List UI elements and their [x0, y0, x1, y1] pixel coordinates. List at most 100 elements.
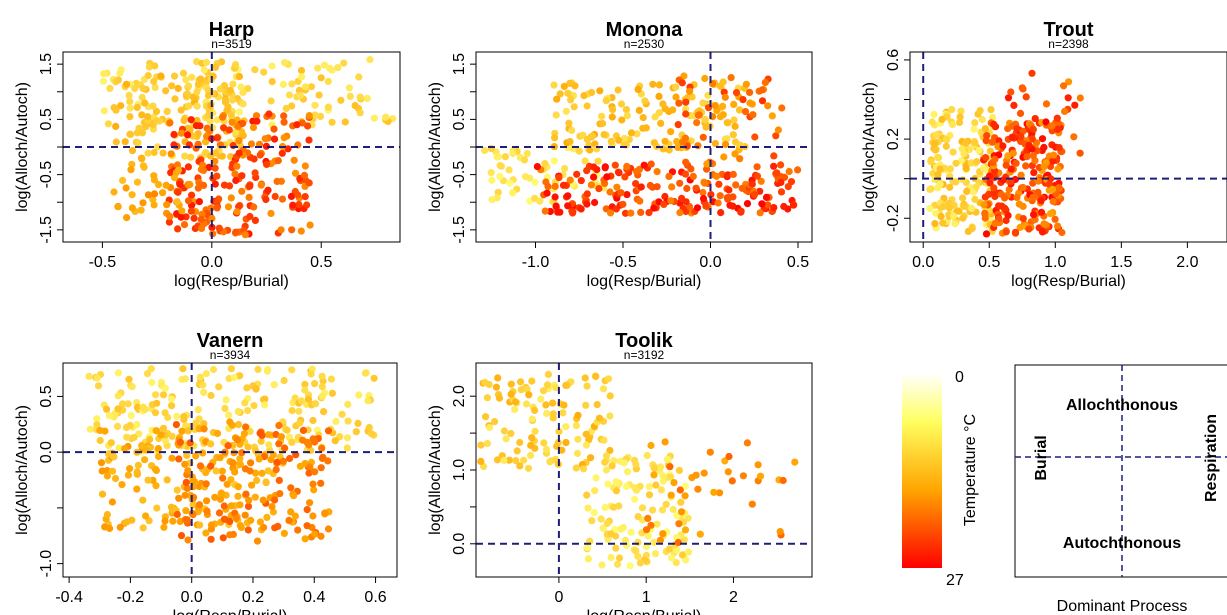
x-tick-label: -0.5: [609, 254, 637, 271]
data-point: [324, 427, 333, 435]
data-point: [180, 413, 188, 421]
data-point: [939, 219, 947, 227]
data-point: [113, 422, 122, 430]
y-tick-label: 0.2: [885, 128, 902, 150]
data-point: [320, 61, 329, 69]
data-point: [151, 409, 160, 417]
data-point: [168, 402, 176, 410]
data-point: [500, 427, 508, 435]
data-point: [937, 212, 945, 221]
data-point: [236, 372, 244, 380]
data-point: [1050, 151, 1058, 159]
data-point: [273, 177, 281, 185]
data-point: [100, 107, 108, 115]
data-point: [318, 392, 326, 400]
data-point: [559, 181, 568, 189]
data-point: [144, 72, 152, 80]
y-tick-label: 1.5: [451, 53, 468, 75]
data-point: [275, 440, 283, 448]
data-point: [772, 132, 780, 140]
data-point: [601, 458, 609, 466]
data-point: [721, 135, 730, 143]
data-point: [177, 106, 185, 114]
data-point: [184, 197, 193, 205]
data-point: [1008, 133, 1016, 141]
data-point: [483, 394, 491, 402]
data-point: [569, 209, 577, 217]
data-point: [477, 457, 485, 465]
data-point: [756, 209, 764, 217]
data-point: [193, 58, 201, 66]
data-point: [551, 193, 559, 201]
data-point: [314, 64, 322, 72]
data-point: [122, 423, 131, 431]
data-point: [97, 459, 106, 467]
data-point: [591, 198, 599, 207]
data-point: [96, 436, 104, 445]
data-point: [128, 191, 136, 199]
data-point: [674, 121, 682, 129]
data-point: [232, 514, 240, 522]
data-point: [100, 70, 108, 78]
data-point: [280, 59, 289, 67]
data-point: [307, 83, 315, 91]
data-point: [168, 82, 176, 90]
data-point: [981, 125, 990, 133]
data-point: [1031, 115, 1039, 123]
data-point: [318, 444, 326, 452]
data-point: [153, 504, 161, 512]
data-point: [152, 482, 160, 490]
data-point: [541, 160, 549, 168]
data-point: [236, 460, 244, 468]
data-point: [959, 176, 967, 184]
data-point: [672, 559, 680, 567]
data-point: [188, 73, 196, 81]
data-point: [649, 80, 657, 88]
data-point: [543, 381, 552, 389]
data-point: [600, 131, 608, 139]
data-point: [318, 383, 326, 391]
data-point: [223, 480, 231, 488]
data-point: [303, 506, 311, 514]
data-point: [219, 534, 227, 542]
data-point: [952, 178, 960, 186]
data-point: [99, 77, 108, 85]
data-point: [184, 131, 192, 139]
data-point: [592, 474, 600, 482]
data-point: [123, 433, 131, 441]
data-point: [627, 129, 636, 137]
data-point: [524, 464, 533, 472]
data-point: [189, 478, 197, 486]
data-point: [611, 161, 619, 169]
data-point: [141, 99, 149, 107]
data-point: [675, 466, 684, 474]
data-point: [729, 170, 737, 178]
data-point: [152, 107, 161, 115]
data-point: [507, 380, 515, 388]
x-tick-label: 1.5: [1110, 254, 1132, 271]
data-point: [196, 122, 204, 130]
data-point: [331, 437, 339, 445]
x-tick-label: -0.2: [117, 589, 145, 606]
data-point: [215, 383, 223, 391]
data-point: [246, 467, 254, 475]
data-point: [774, 126, 783, 134]
data-point: [245, 496, 253, 504]
data-point: [1030, 169, 1038, 177]
data-point: [991, 219, 999, 227]
data-point: [152, 466, 160, 475]
data-point: [196, 373, 204, 381]
data-point: [953, 207, 961, 215]
data-point: [968, 225, 976, 233]
data-point: [528, 377, 536, 385]
data-point: [225, 126, 233, 134]
panel-subtitle: n=3934: [210, 348, 251, 362]
data-point: [251, 66, 259, 74]
data-point: [570, 103, 578, 111]
data-point: [606, 446, 614, 455]
data-point: [363, 94, 371, 102]
data-point: [301, 83, 310, 91]
data-point: [692, 184, 700, 192]
data-point: [213, 429, 222, 437]
data-point: [86, 425, 94, 433]
